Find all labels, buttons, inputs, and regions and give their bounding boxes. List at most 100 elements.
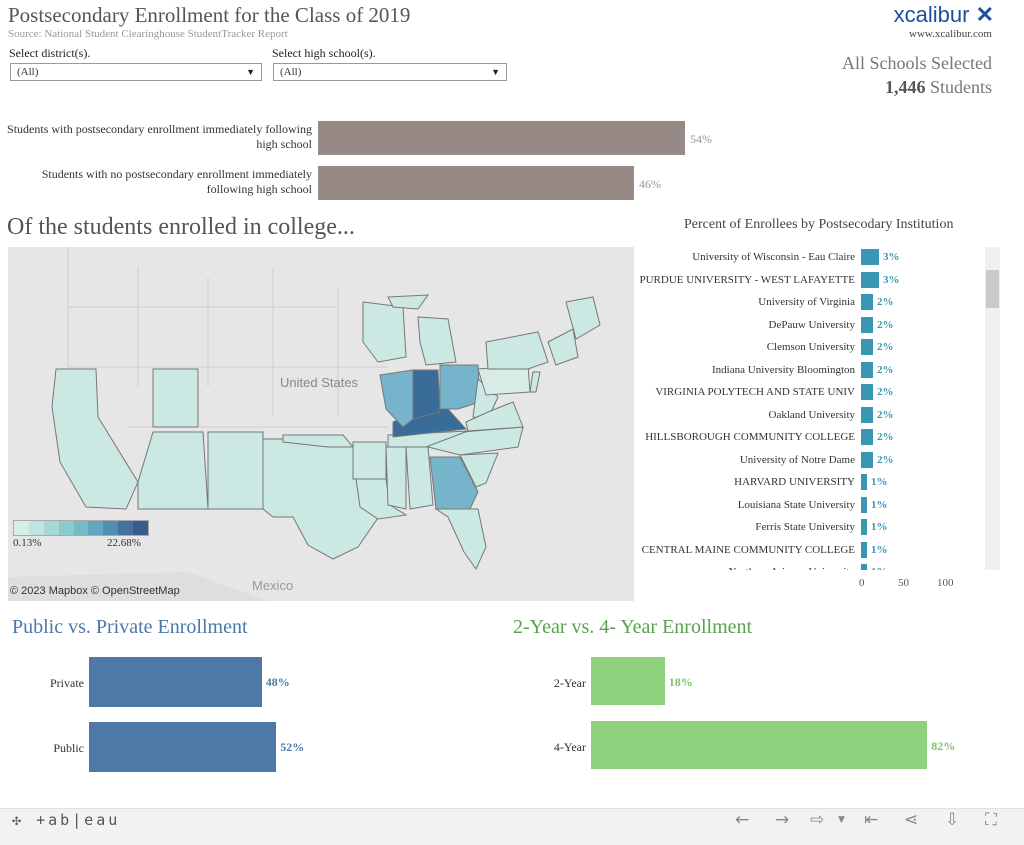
school-select-value: (All) [280,66,302,78]
state-utah[interactable] [152,368,199,428]
district-select[interactable]: (All) ▼ [10,63,262,81]
reset-icon[interactable]: ⇤ [864,810,879,830]
institution-row[interactable]: University of Virginia 2% [640,294,985,312]
two-year-bar[interactable] [591,657,665,705]
map-credit[interactable]: © 2023 Mapbox © OpenStreetMap [10,585,180,597]
not-enrolled-bar[interactable] [318,166,634,200]
state-virginia[interactable] [465,401,524,432]
logo-url[interactable]: www.xcalibur.com [909,28,992,40]
share-icon[interactable]: ⋖ [904,810,919,830]
enrollment-map[interactable]: United States Mexico [8,247,634,601]
not-enrolled-pct: 46% [639,177,661,191]
institution-bar[interactable] [861,496,867,513]
legend-swatch [88,521,104,535]
institution-row[interactable]: Ferris State University 1% [640,519,985,537]
institution-bar[interactable] [861,384,873,400]
state-south-carolina[interactable] [459,452,499,488]
state-louisiana[interactable] [355,478,408,520]
institution-bar[interactable] [861,406,873,423]
state-georgia[interactable] [429,456,479,510]
institution-row[interactable]: VIRGINIA POLYTECH AND STATE UNIV 2% [640,384,985,402]
scrollbar-thumb[interactable] [986,270,999,308]
chevron-down-icon[interactable]: ▼ [838,815,845,825]
undo-icon[interactable]: ← [735,810,750,830]
institution-bar[interactable] [861,271,879,288]
state-california[interactable] [51,368,139,510]
xcalibur-logo[interactable]: xcalibur ✕ [894,2,994,28]
state-maine[interactable] [565,296,601,340]
state-ohio[interactable] [439,364,481,410]
public-pct: 52% [280,740,305,754]
institution-row[interactable]: Louisiana State University 1% [640,496,985,515]
institution-bar[interactable] [861,519,867,535]
institution-name: University of Wisconsin - Eau Claire [692,251,855,263]
state-alabama[interactable] [405,446,434,510]
institution-row[interactable]: CENTRAL MAINE COMMUNITY COLLEGE 1% [640,541,985,560]
tableau-toolbar [0,808,1024,845]
fullscreen-icon[interactable]: ⛶ [985,810,997,830]
state-michigan-up[interactable] [387,294,430,310]
two-four-year-title: 2-Year vs. 4- Year Enrollment [513,616,753,638]
state-florida[interactable] [434,508,487,571]
private-bar[interactable] [89,657,262,707]
four-year-bar[interactable] [591,721,928,769]
institution-row[interactable]: PURDUE UNIVERSITY - WEST LAFAYETTE 3% [640,271,985,290]
revert-icon[interactable]: ⇨ [810,810,825,830]
tableau-logo[interactable]: ✣ +ab|eau [12,811,120,829]
public-private-title: Public vs. Private Enrollment [12,616,248,638]
state-new-jersey[interactable] [529,371,541,393]
institution-name: Indiana University Bloomington [712,363,855,376]
axis-tick: 50 [898,577,909,589]
institution-row[interactable]: Clemson University 2% [640,339,985,357]
institution-row[interactable]: University of Notre Dame 2% [640,451,985,470]
state-michigan[interactable] [417,316,457,366]
institution-bar[interactable] [861,451,873,468]
institution-bar[interactable] [861,474,867,490]
public-bar[interactable] [89,722,277,772]
four-year-label: 4-Year [553,740,586,754]
institutions-chart[interactable]: University of Wisconsin - Eau Claire 3% PU… [640,247,985,570]
enrolled-label: Students with postsecondary enrollment i… [7,122,312,151]
state-new-mexico[interactable] [207,431,264,510]
states-layer [51,294,601,571]
institution-row[interactable]: Northern Arizona University 1% [640,564,985,570]
institution-bar[interactable] [861,249,879,265]
private-pct: 48% [265,675,290,689]
institution-bar[interactable] [861,541,867,558]
institution-bar[interactable] [861,564,867,570]
state-mississippi[interactable] [385,446,407,510]
mexico-land [8,572,268,601]
institution-bar[interactable] [861,361,873,378]
logo-text: xcalibur [893,2,970,27]
download-icon[interactable]: ⇩ [945,810,960,830]
institution-name: PURDUE UNIVERSITY - WEST LAFAYETTE [640,273,855,286]
institution-bar[interactable] [861,294,873,310]
enrolled-bar[interactable] [318,121,685,155]
legend-swatch [58,521,74,535]
map-mexico-label: Mexico [252,578,293,593]
state-illinois[interactable] [379,369,414,428]
not-enrolled-label: Students with no postsecondary enrollmen… [41,167,312,196]
institution-row[interactable]: Indiana University Bloomington 2% [640,361,985,380]
institution-bar[interactable] [861,339,873,355]
institution-row[interactable]: Oakland University 2% [640,406,985,425]
scrollbar-track[interactable] [985,247,1000,570]
institution-row[interactable]: DePauw University 2% [640,316,985,335]
institution-bar[interactable] [861,429,873,445]
state-oklahoma[interactable] [282,434,355,448]
institution-bar[interactable] [861,316,873,333]
institution-pct: 2% [877,453,894,466]
state-new-york[interactable] [485,331,549,370]
redo-icon[interactable]: → [775,810,790,830]
institution-row[interactable]: HILLSBOROUGH COMMUNITY COLLEGE 2% [640,429,985,447]
state-arizona[interactable] [137,431,209,510]
school-select[interactable]: (All) ▼ [273,63,507,81]
institution-row[interactable]: University of Wisconsin - Eau Claire 3% [640,249,985,267]
institution-row[interactable]: HARVARD UNIVERSITY 1% [640,474,985,492]
state-indiana[interactable] [412,369,441,420]
state-new-england[interactable] [547,328,579,366]
four-year-pct: 82% [931,739,956,753]
state-arkansas[interactable] [352,441,387,480]
public-label: Public [53,741,84,755]
legend-swatch [14,521,29,535]
